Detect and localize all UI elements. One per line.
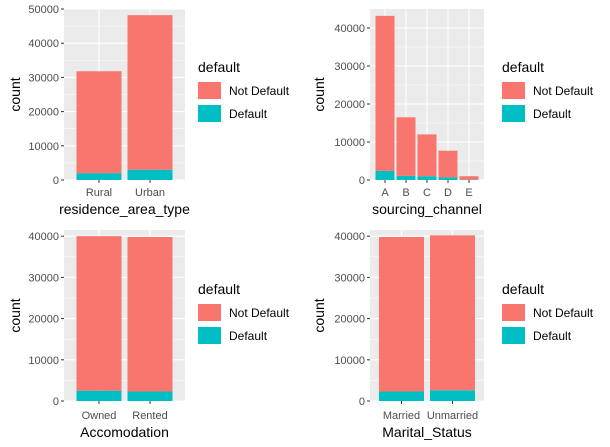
x-tick-label: Married xyxy=(383,410,420,422)
y-tick-label: 20000 xyxy=(334,314,365,326)
y-axis-title: count xyxy=(311,77,327,111)
y-tick-label: 10000 xyxy=(28,355,59,367)
bar-not-default-b xyxy=(396,117,416,176)
bar-default-a xyxy=(375,170,395,180)
x-tick-label: Owned xyxy=(82,410,117,422)
legend-key-default xyxy=(502,105,525,122)
y-tick-label: 30000 xyxy=(334,61,365,73)
bar-default-unmarried xyxy=(430,390,475,401)
y-tick-label: 0 xyxy=(359,175,365,187)
legend-key-not-default xyxy=(502,82,525,99)
chart-panel-3: 0 10000 20000 30000 40000 Owned Rented Accomoda… xyxy=(7,230,290,440)
chart-panel-4: 0 10000 20000 30000 40000 Married Unmarried Mar… xyxy=(311,230,594,440)
x-axis-title: sourcing_channel xyxy=(372,201,482,217)
legend: default Not Default Default xyxy=(198,59,290,122)
y-tick-label: 30000 xyxy=(28,72,59,84)
legend-label: Not Default xyxy=(229,84,290,98)
x-tick-label: C xyxy=(423,187,431,199)
chart-panel-1: 0 10000 20000 30000 40000 50000 Rural Urban resi… xyxy=(7,4,290,217)
x-tick-label: Unmarried xyxy=(427,410,478,422)
legend-title: default xyxy=(198,281,240,297)
legend-label: Default xyxy=(533,107,572,121)
legend-title: default xyxy=(502,59,544,75)
bar-default-d xyxy=(438,177,458,180)
y-tick-label: 40000 xyxy=(334,231,365,243)
y-axis-title: count xyxy=(311,298,327,332)
bar-not-default-c xyxy=(417,134,437,177)
y-tick-label: 40000 xyxy=(334,23,365,35)
y-tick-label: 20000 xyxy=(28,314,59,326)
y-axis-title: count xyxy=(7,77,23,111)
legend-label: Default xyxy=(533,329,572,343)
bar-default-rented xyxy=(127,391,173,401)
legend-key-default xyxy=(502,327,525,344)
bar-not-default-a xyxy=(375,15,395,171)
bar-not-default-rural xyxy=(76,71,122,174)
legend-key-default xyxy=(198,327,221,344)
x-tick-label: Rural xyxy=(86,187,112,199)
bar-not-default-rented xyxy=(127,237,173,392)
y-tick-label: 30000 xyxy=(334,272,365,284)
bar-not-default-owned xyxy=(76,236,122,391)
y-tick-label: 40000 xyxy=(28,38,59,50)
x-tick-label: D xyxy=(444,187,452,199)
bar-default-b xyxy=(396,175,416,180)
y-tick-label: 0 xyxy=(53,396,59,408)
legend-key-default xyxy=(198,105,221,122)
y-axis-title: count xyxy=(7,298,23,332)
legend-label: Not Default xyxy=(533,84,594,98)
y-tick-label: 20000 xyxy=(28,107,59,119)
x-axis-title: residence_area_type xyxy=(59,201,190,217)
x-tick-label: Rented xyxy=(132,410,167,422)
x-tick-label: Urban xyxy=(135,187,165,199)
legend-key-not-default xyxy=(198,304,221,321)
legend-label: Not Default xyxy=(229,306,290,320)
legend-title: default xyxy=(502,281,544,297)
x-tick-label: B xyxy=(402,187,409,199)
x-tick-label: A xyxy=(381,187,389,199)
x-axis-title: Accomodation xyxy=(80,424,169,440)
bar-not-default-unmarried xyxy=(430,235,475,391)
bar-not-default-married xyxy=(379,237,424,392)
legend-label: Default xyxy=(229,329,268,343)
bar-default-married xyxy=(379,391,424,401)
legend: default Not Default Default xyxy=(502,281,594,344)
legend: default Not Default Default xyxy=(502,59,594,122)
bar-not-default-d xyxy=(438,150,458,178)
y-tick-label: 10000 xyxy=(28,141,59,153)
bar-default-c xyxy=(417,176,437,180)
y-tick-label: 40000 xyxy=(28,231,59,243)
y-tick-label: 30000 xyxy=(28,272,59,284)
y-tick-label: 20000 xyxy=(334,99,365,111)
legend-title: default xyxy=(198,59,240,75)
y-tick-label: 10000 xyxy=(334,137,365,149)
legend-key-not-default xyxy=(502,304,525,321)
bar-default-urban xyxy=(127,169,173,180)
y-tick-label: 50000 xyxy=(28,4,59,16)
x-axis-title: Marital_Status xyxy=(382,424,471,440)
legend-label: Not Default xyxy=(533,306,594,320)
bar-default-rural xyxy=(76,173,122,180)
legend: default Not Default Default xyxy=(198,281,290,344)
x-tick-label: E xyxy=(465,187,472,199)
y-tick-label: 0 xyxy=(53,175,59,187)
bar-not-default-urban xyxy=(127,15,173,170)
bar-default-owned xyxy=(76,390,122,401)
y-tick-label: 10000 xyxy=(334,355,365,367)
y-tick-label: 0 xyxy=(359,396,365,408)
legend-key-not-default xyxy=(198,82,221,99)
legend-label: Default xyxy=(229,107,268,121)
bar-not-default-e xyxy=(459,176,479,180)
chart-panel-2: 0 10000 20000 30000 40000 A B C D Esourcing_chann… xyxy=(311,9,594,217)
